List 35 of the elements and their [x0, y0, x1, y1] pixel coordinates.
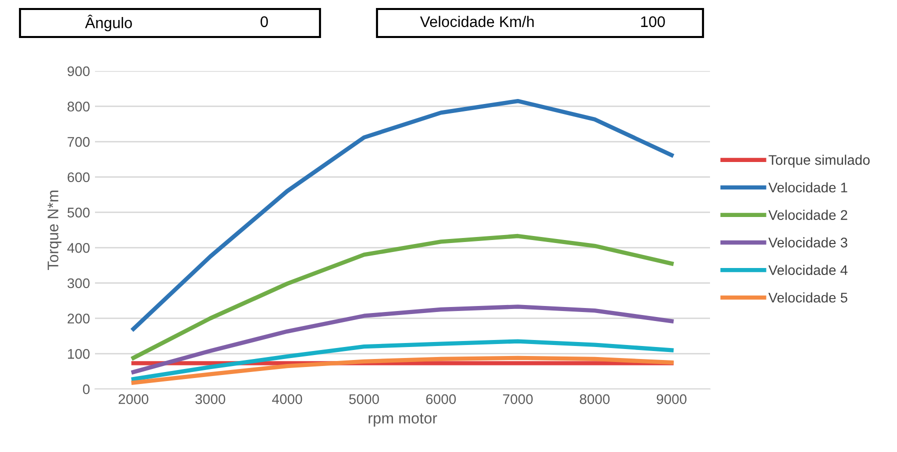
x-tick-label: 4000 — [272, 394, 302, 404]
x-tick-label: 7000 — [503, 394, 533, 404]
x-tick-label: 6000 — [426, 394, 456, 404]
y-tick-label: 300 — [68, 278, 90, 288]
x-tick-label: 3000 — [195, 394, 226, 404]
legend-label: Torque simulado — [768, 154, 870, 168]
legend-label: Velocidade 2 — [768, 210, 848, 220]
text: Ângulo — [85, 14, 132, 32]
y-axis-title: Torque N*m — [48, 190, 62, 270]
text: 100 — [641, 16, 665, 28]
line-series — [131, 304, 674, 374]
line-series — [131, 234, 674, 360]
x-tick-label: 5000 — [349, 394, 379, 404]
legend-label: Velocidade 3 — [768, 237, 848, 248]
text: Velocidade Km/h — [420, 16, 534, 28]
x-tick-label: 9000 — [656, 394, 686, 404]
x-axis-title: rpm motor — [368, 414, 438, 427]
line-series — [131, 98, 674, 332]
x-tick-label: 2000 — [118, 394, 148, 404]
y-tick-label: 700 — [68, 137, 90, 147]
y-tick-label: 400 — [67, 243, 90, 253]
y-tick-label: 900 — [68, 66, 90, 76]
y-tick-label: 100 — [68, 349, 90, 359]
legend-label: Velocidade 4 — [768, 264, 848, 276]
y-tick-label: 200 — [68, 314, 90, 324]
line-series — [131, 356, 674, 385]
y-tick-label: 600 — [68, 172, 90, 182]
y-tick-label: 800 — [68, 102, 90, 112]
legend-label: Velocidade 1 — [768, 182, 848, 192]
x-tick-label: 8000 — [580, 394, 610, 404]
text: 0 — [260, 16, 268, 28]
y-tick-label: 500 — [68, 208, 90, 218]
line-series — [131, 339, 674, 382]
legend-label: Velocidade 5 — [768, 292, 848, 303]
y-tick-label: 0 — [82, 384, 90, 394]
